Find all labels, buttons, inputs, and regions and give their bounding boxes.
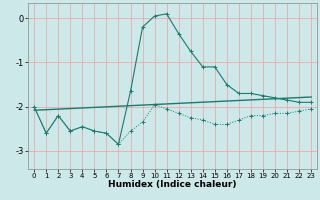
X-axis label: Humidex (Indice chaleur): Humidex (Indice chaleur) xyxy=(108,180,237,189)
